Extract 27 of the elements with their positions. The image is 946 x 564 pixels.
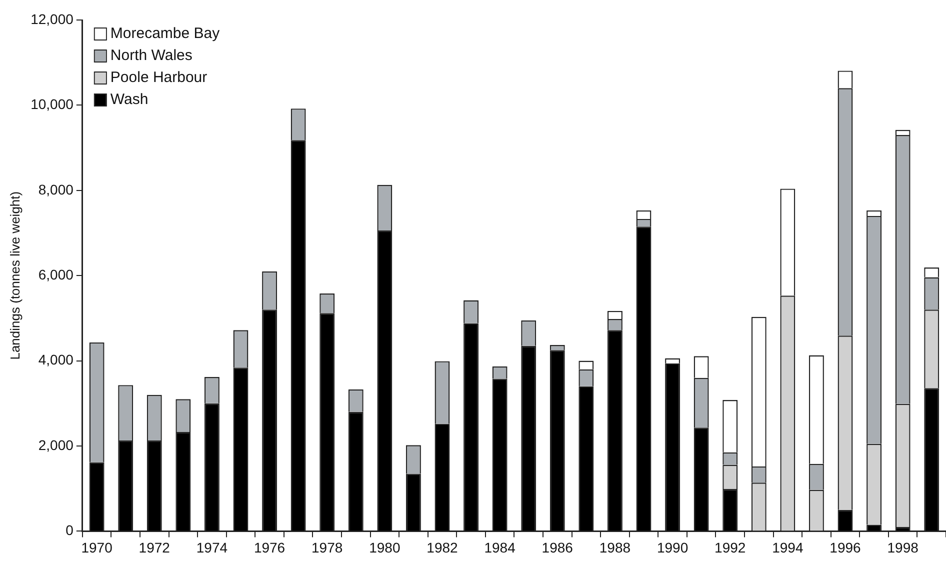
x-tick-label: 1998 — [887, 539, 919, 556]
y-tick-label: 2,000 — [38, 436, 74, 453]
y-axis-title: Landings (tonnes live weight) — [7, 191, 22, 360]
x-tick-label: 1986 — [542, 539, 574, 556]
y-tick-label: 8,000 — [38, 181, 74, 198]
x-tick-label: 1978 — [312, 539, 343, 556]
x-tick-label: 1990 — [656, 539, 688, 556]
x-tick-label: 1974 — [196, 539, 228, 556]
x-tick-label: 1996 — [830, 539, 862, 556]
y-tick-label: 4,000 — [38, 352, 74, 368]
x-tick-label: 1970 — [81, 539, 113, 556]
y-tick-label: 0 — [66, 522, 74, 538]
x-tick-label: 1994 — [772, 539, 804, 556]
x-tick-label: 1980 — [369, 539, 400, 556]
legend-label: North Wales — [110, 47, 192, 64]
legend-label: Wash — [110, 91, 148, 108]
x-tick-label: 1976 — [254, 539, 286, 556]
y-tick-label: 6,000 — [38, 266, 74, 282]
y-tick-label: 12,000 — [30, 10, 74, 27]
x-tick-label: 1992 — [714, 539, 746, 556]
legend-label: Morecambe Bay — [110, 25, 220, 42]
y-tick-label: 10,000 — [30, 96, 74, 112]
x-tick-label: 1982 — [426, 539, 458, 556]
x-tick-label: 1984 — [484, 539, 516, 556]
x-tick-label: 1988 — [599, 539, 631, 556]
x-tick-label: 1972 — [138, 539, 170, 556]
legend-label: Poole Harbour — [110, 69, 208, 86]
